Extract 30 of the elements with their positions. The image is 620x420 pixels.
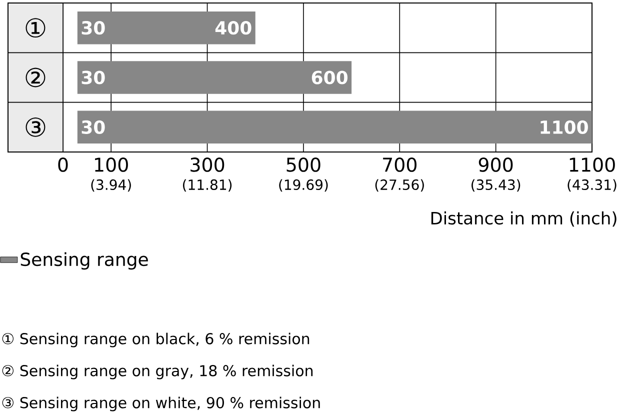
annotation: 30 [82,70,105,84]
x-tick-label: 300 [190,158,224,172]
annotation: 600 [312,70,348,84]
y-tick-label: ② [26,68,46,88]
text: (11.81) [182,179,232,192]
annotation: 400 [215,21,252,35]
x-tick-label: 1100 [570,158,615,172]
legend-label: Sensing range [20,252,148,270]
y-tick-label: ③ [26,117,46,137]
text: (43.31) [568,179,616,192]
x-tick-label: 500 [286,158,320,172]
text: (35.43) [472,179,520,192]
x-axis-title: Distance in mm (inch) [431,211,616,227]
x-tick-label: 700 [383,158,416,172]
text: ③ Sensing range on white, 90 % remission [2,396,320,412]
annotation: 30 [82,21,105,35]
bar [77,110,592,144]
bar [77,11,256,44]
text: ① Sensing range on black, 6 % remission [2,332,310,348]
bar [77,61,352,94]
annotation: 30 [82,120,105,134]
text: (19.69) [279,179,328,192]
y-tick-label: ① [26,18,46,38]
x-tick-label: 100 [95,158,128,172]
text: (27.56) [375,179,424,192]
text: ② Sensing range on gray, 18 % remission [2,364,313,380]
annotation: 1100 [540,120,588,134]
x-tick-label: 0 [58,158,68,172]
text: (3.94) [91,179,131,192]
x-tick-label: 900 [478,158,513,172]
